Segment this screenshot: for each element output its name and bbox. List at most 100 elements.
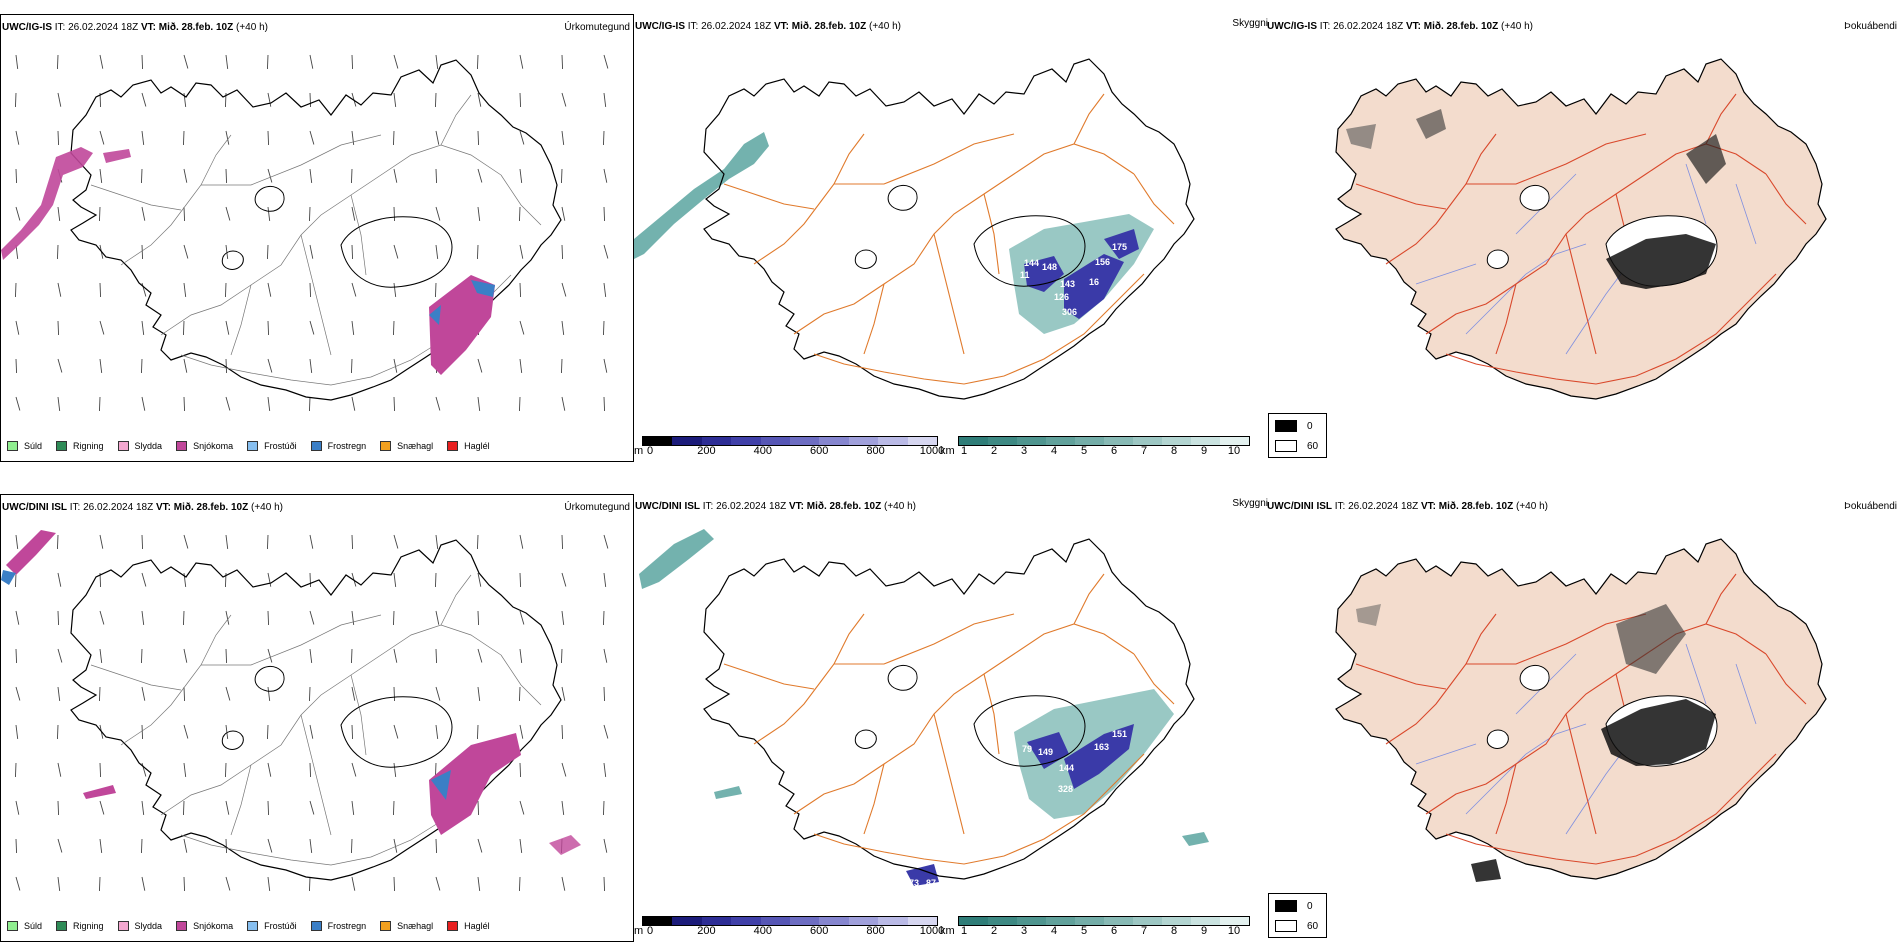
- colorbar-tick-label: 9: [1200, 925, 1208, 937]
- wind-barb: [561, 320, 565, 335]
- wind-barb: [603, 54, 609, 69]
- wind-barb: [519, 282, 522, 298]
- snow-area: [83, 785, 116, 799]
- wind-barb: [141, 572, 147, 587]
- wind-barb: [225, 130, 230, 145]
- wind-barb: [99, 610, 105, 625]
- road-line: [863, 283, 885, 355]
- panel-header: UWC/DINI ISL IT: 26.02.2024 18Z VT: Mið.…: [2, 502, 283, 513]
- wind-barb: [561, 396, 566, 411]
- legend-item: Rigning: [56, 921, 104, 931]
- road-line: [933, 233, 965, 355]
- wind-barb: [477, 800, 480, 816]
- wind-barb: [477, 724, 479, 740]
- glacier-outline: [1486, 249, 1509, 269]
- wind-barb: [435, 282, 437, 298]
- colorbar-segment: [848, 437, 879, 445]
- wind-barb: [351, 168, 353, 184]
- colorbar-tick-label: 8: [1170, 445, 1178, 457]
- wind-barb: [603, 92, 607, 107]
- wind-barb: [351, 206, 356, 221]
- wind-barb: [183, 648, 188, 663]
- wind-barb: [519, 610, 525, 625]
- wind-barb: [603, 686, 606, 702]
- wind-barb: [57, 206, 61, 221]
- road-line: [1565, 233, 1597, 355]
- wind-barb: [561, 282, 567, 297]
- road-line: [1133, 653, 1175, 705]
- visibility-label: 151: [1112, 729, 1127, 739]
- wind-barb: [225, 358, 228, 374]
- colorbar-tick-label: 600: [810, 445, 829, 457]
- colorbar-tick-label: 7: [1140, 445, 1148, 457]
- road-line: [723, 183, 815, 210]
- wind-barb: [15, 610, 20, 625]
- legend-item: Frostúði: [247, 441, 297, 451]
- legend-swatch: [247, 441, 259, 451]
- road-line: [1705, 573, 1737, 625]
- wind-barb: [477, 130, 480, 146]
- wind-barb: [561, 800, 565, 815]
- visibility-area: [1064, 254, 1124, 319]
- colorbar-segment: [672, 437, 702, 445]
- glacier-outline: [887, 185, 918, 211]
- wind-barb: [15, 320, 20, 335]
- wind-barb: [309, 800, 315, 815]
- road-line: [983, 673, 1000, 755]
- wind-barb: [99, 206, 101, 222]
- legend-swatch: [7, 441, 18, 451]
- wind-barb: [141, 724, 144, 740]
- wind-barb: [141, 244, 144, 260]
- colorbar-segment: [848, 917, 879, 925]
- panel-title: Þokuábendi: [1844, 501, 1897, 512]
- colorbar-tick-label: 10: [1227, 925, 1241, 937]
- road-line: [1133, 173, 1175, 225]
- colorbar-segment: [1220, 437, 1249, 445]
- wind-barb: [393, 396, 396, 412]
- wind-barb: [57, 320, 60, 336]
- wind-barb: [393, 54, 399, 69]
- wind-barb: [141, 282, 147, 297]
- colorbar-unit: m: [634, 445, 644, 457]
- visibility-colorbar-km: km 1 2 3 4 5 6 7 8 9 10: [940, 916, 1250, 940]
- legend-swatch: [447, 921, 459, 931]
- wind-barb: [183, 206, 186, 222]
- wind-barb: [15, 838, 18, 854]
- wind-barb: [435, 244, 439, 259]
- panel-header: UWC/DINI ISL IT: 26.02.2024 18Z VT: Mið.…: [1267, 501, 1548, 512]
- wind-barb: [183, 876, 186, 892]
- legend-swatch: [176, 441, 188, 451]
- colorbar-segment: [1162, 437, 1191, 445]
- wind-barb: [435, 534, 439, 549]
- road-line: [1445, 753, 1777, 865]
- legend-item: 0: [1275, 900, 1313, 912]
- wind-barb: [99, 358, 103, 373]
- wind-barb: [15, 358, 18, 374]
- legend-swatch: [310, 441, 322, 451]
- wind-barb: [393, 648, 398, 663]
- visibility-label: 163: [1094, 742, 1109, 752]
- colorbar-tick-label: 6: [1110, 925, 1118, 937]
- wind-barb: [603, 282, 607, 297]
- wind-barb: [351, 396, 356, 411]
- wind-barb: [225, 724, 229, 739]
- wind-barb: [183, 572, 187, 587]
- wind-barb: [15, 724, 19, 739]
- iceland-map-visibility: 79 149 163 151 144 328 73 87: [639, 529, 1209, 888]
- visibility-area: [1104, 229, 1139, 259]
- legend-swatch: [380, 441, 392, 451]
- road-line: [1355, 663, 1447, 690]
- wind-barb: [183, 92, 187, 107]
- wind-barb: [603, 648, 608, 663]
- road-line: [440, 94, 472, 146]
- river-line: [1415, 263, 1477, 285]
- glacier-outline: [1519, 665, 1550, 691]
- wind-barb: [99, 282, 102, 298]
- colorbar-tick-label: 0: [646, 925, 654, 937]
- wind-barb: [99, 168, 103, 183]
- wind-barb: [99, 54, 104, 69]
- legend-swatch: [447, 441, 459, 451]
- wind-barb: [15, 168, 18, 184]
- colorbar-segment: [790, 437, 820, 445]
- wind-barb: [15, 648, 18, 664]
